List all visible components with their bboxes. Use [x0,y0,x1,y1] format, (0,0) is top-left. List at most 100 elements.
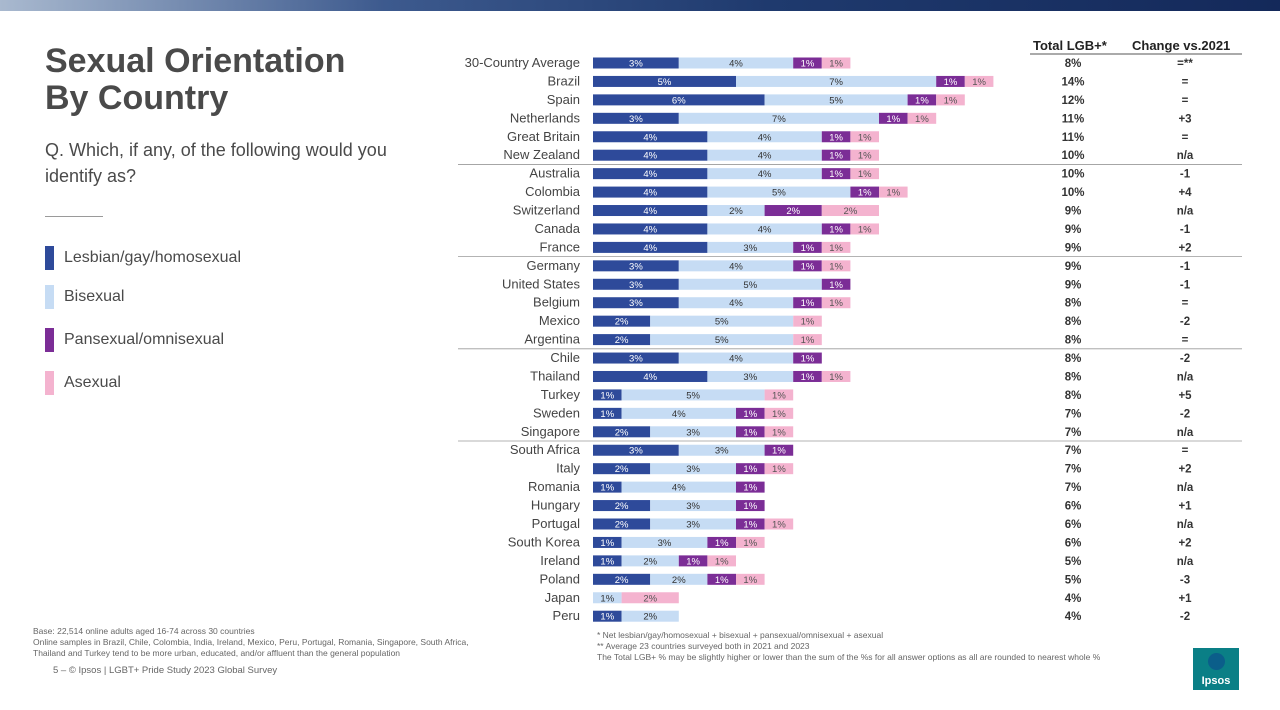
data-label: 2% [672,575,686,586]
bar-segment [678,260,794,272]
bar-segment [650,518,736,530]
data-label: 2% [615,335,629,346]
bar-segment [593,186,708,198]
column-header-change: Change vs.2021 [1132,38,1231,53]
bar-segment [621,592,679,604]
data-label: 1% [829,224,843,235]
bar-segment [593,334,651,346]
category-label: Chile [550,350,580,365]
bar-segment [593,389,622,401]
data-label: 1% [858,132,872,143]
bar-segment [678,297,794,309]
change-value: = [1182,445,1189,457]
data-label: 2% [615,501,629,512]
bar-segment [764,389,794,401]
data-label: 1% [829,372,843,383]
data-label: 4% [643,169,657,180]
change-value: -1 [1180,261,1191,273]
legend-label: Asexual [64,374,121,391]
data-label: 5% [715,317,729,328]
bar-segment [764,463,794,475]
total-lgb-value: 11% [1062,132,1084,144]
top-banner [0,0,1280,11]
data-label: 1% [801,243,815,254]
bar-segment [593,168,708,180]
change-value: +1 [1178,501,1192,513]
data-label: 3% [629,280,643,291]
page-title: Sexual Orientation By Country [45,43,405,117]
total-lgb-value: 4% [1065,593,1082,605]
data-label: 1% [743,538,757,549]
data-label: 2% [643,612,657,623]
bar-segment [764,94,908,106]
data-label: 4% [643,243,657,254]
category-label: Great Britain [507,129,580,144]
bar-segment [707,131,822,143]
data-label: 4% [729,354,743,365]
change-value: +4 [1178,187,1192,199]
title-line-1: Sexual Orientation [45,42,346,80]
bar-segment [593,370,708,382]
total-lgb-value: 8% [1065,371,1082,383]
bar-segment [593,407,622,419]
data-label: 1% [801,317,815,328]
data-label: 1% [686,556,700,567]
bar-segment [650,573,708,585]
bar-segment [593,241,708,253]
bar-segment [850,131,879,143]
data-label: 1% [600,409,614,420]
bar-segment [850,186,879,198]
bar-segment [593,573,651,585]
category-label: France [540,239,580,254]
bar-segment [907,94,937,106]
bar-segment [593,352,679,364]
ipsos-logo: Ipsos [1193,648,1239,690]
bar-segment [793,315,822,327]
category-label: Mexico [539,313,580,328]
category-label: Singapore [521,424,580,439]
data-label: 1% [858,188,872,199]
bar-segment [621,389,765,401]
bar-segment [907,112,937,124]
data-label: 5% [658,77,672,88]
bar-segment [793,370,822,382]
data-label: 1% [743,501,757,512]
legend-label: Lesbian/gay/homosexual [64,249,242,266]
legend-item-asexual: Asexual [45,371,121,395]
logo-mark [1208,653,1225,670]
bar-segment [650,463,736,475]
total-lgb-value: 9% [1065,206,1082,218]
category-label: Peru [553,608,580,623]
total-lgb-value: 5% [1065,574,1082,586]
category-label: Romania [528,479,581,494]
bar-segment [736,463,765,475]
bar-segment [593,112,679,124]
data-label: 1% [743,464,757,475]
data-label: 1% [829,151,843,162]
bar-segment [593,481,622,493]
bar-segment [650,315,794,327]
legend-item-lesbian-gay: Lesbian/gay/homosexual [45,246,241,270]
bar-segment [736,426,765,438]
bar-segment [821,297,851,309]
column-header-total: Total LGB+* [1033,38,1107,53]
data-label: 3% [629,446,643,457]
data-label: 4% [729,261,743,272]
bar-segment [678,555,708,567]
note-net-definition: * Net lesbian/gay/homosexual + bisexual … [597,630,884,640]
bar-segment [621,407,736,419]
bar-segment [593,57,679,69]
data-label: 4% [758,224,772,235]
data-label: 1% [858,151,872,162]
data-label: 5% [715,335,729,346]
category-label: Belgium [533,295,580,310]
bar-segment [764,518,794,530]
bar-segment [678,112,879,124]
category-label: Colombia [525,184,581,199]
data-label: 3% [629,298,643,309]
total-lgb-value: 6% [1065,501,1082,513]
data-label: 1% [858,169,872,180]
data-label: 1% [600,390,614,401]
total-lgb-value: 7% [1065,445,1082,457]
bar-segment [593,555,622,567]
